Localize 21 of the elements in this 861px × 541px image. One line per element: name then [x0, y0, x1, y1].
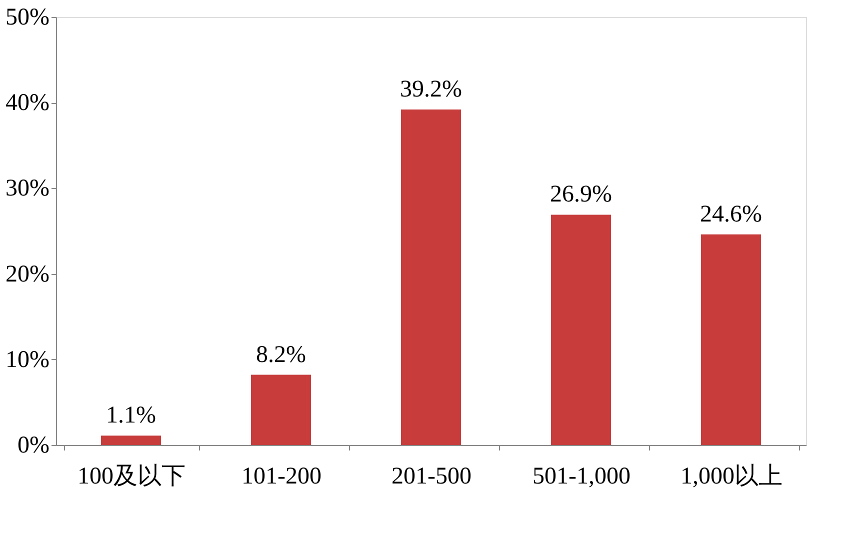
data-label: 26.9%: [550, 182, 612, 208]
x-tick-label: 501-1,000: [532, 464, 630, 490]
x-tick-label: 201-500: [392, 464, 472, 490]
y-tick-label: 0%: [18, 432, 50, 458]
data-label: 8.2%: [256, 342, 306, 368]
bar: [701, 234, 761, 445]
x-tick-label: 100及以下: [78, 464, 186, 490]
x-tick-label: 101-200: [242, 464, 322, 490]
data-label: 24.6%: [700, 201, 762, 228]
bar: [551, 214, 611, 445]
bar: [101, 436, 161, 445]
data-label: 1.1%: [106, 402, 156, 429]
y-tick-label: 20%: [6, 261, 50, 288]
y-tick-label: 50%: [6, 4, 50, 30]
bar: [251, 374, 311, 445]
bar: [401, 109, 461, 445]
y-tick-label: 30%: [6, 176, 50, 202]
x-tick-label: 1,000以上: [680, 464, 782, 490]
data-label: 39.2%: [400, 76, 462, 102]
y-tick-label: 10%: [6, 346, 50, 373]
y-tick-label: 40%: [6, 90, 50, 116]
